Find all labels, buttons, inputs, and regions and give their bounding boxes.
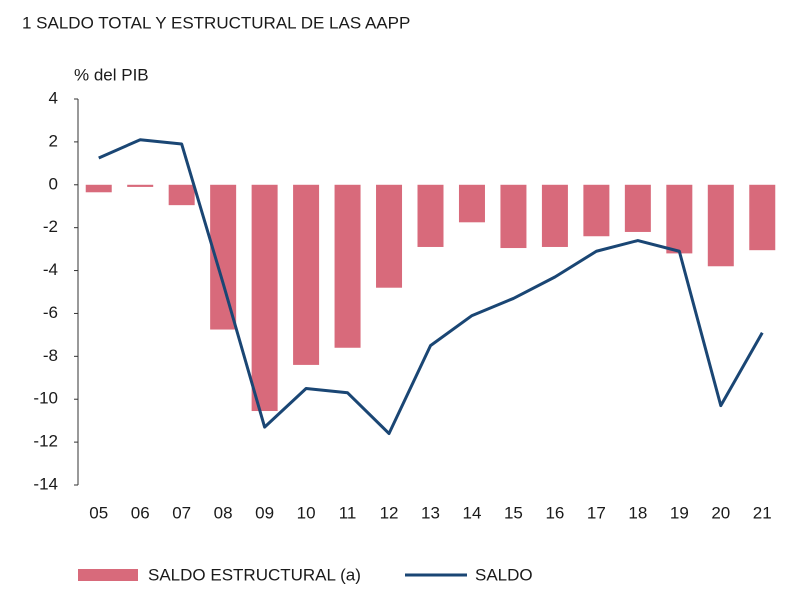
x-tick-label: 06 <box>131 503 150 522</box>
bar <box>376 184 403 288</box>
y-tick-label: -6 <box>43 303 58 322</box>
bar <box>583 184 610 237</box>
x-tick-label: 19 <box>670 503 689 522</box>
bar <box>707 184 734 267</box>
bar <box>458 184 485 223</box>
x-tick-label: 16 <box>545 503 564 522</box>
bar <box>168 184 195 206</box>
legend-label: SALDO ESTRUCTURAL (a) <box>148 565 361 584</box>
x-tick-label: 10 <box>297 503 316 522</box>
bar <box>541 184 568 247</box>
x-tick-label: 07 <box>172 503 191 522</box>
bar <box>417 184 444 247</box>
x-tick-label: 12 <box>380 503 399 522</box>
y-tick-label: -2 <box>43 217 58 236</box>
chart-title: 1 SALDO TOTAL Y ESTRUCTURAL DE LAS AAPP <box>22 13 410 32</box>
x-tick-label: 13 <box>421 503 440 522</box>
y-tick-label: 2 <box>49 131 58 150</box>
bar <box>334 184 361 348</box>
y-axis-label: % del PIB <box>74 65 149 84</box>
y-tick-label: 4 <box>49 88 58 107</box>
x-tick-label: 20 <box>711 503 730 522</box>
bar <box>666 184 693 254</box>
y-tick-label: 0 <box>49 174 58 193</box>
bar <box>127 184 154 187</box>
y-tick-label: -12 <box>33 432 58 451</box>
x-tick-label: 15 <box>504 503 523 522</box>
bar <box>85 184 112 193</box>
bar <box>500 184 527 249</box>
legend-label: SALDO <box>475 565 533 584</box>
x-tick-label: 14 <box>463 503 482 522</box>
y-tick-label: -4 <box>43 260 58 279</box>
line <box>98 138 764 436</box>
x-tick-label: 17 <box>587 503 606 522</box>
x-tick-label: 18 <box>628 503 647 522</box>
x-tick-label: 09 <box>255 503 274 522</box>
bar <box>749 184 776 251</box>
bar <box>293 184 320 365</box>
y-tick-label: -8 <box>43 346 58 365</box>
y-tick-label: -10 <box>33 389 58 408</box>
legend-swatch <box>78 569 138 581</box>
x-tick-label: 08 <box>214 503 233 522</box>
y-tick-label: -14 <box>33 474 58 493</box>
bar <box>251 184 278 412</box>
bar <box>624 184 651 232</box>
x-tick-label: 05 <box>89 503 108 522</box>
x-tick-label: 11 <box>339 503 357 522</box>
x-tick-label: 21 <box>753 503 772 522</box>
